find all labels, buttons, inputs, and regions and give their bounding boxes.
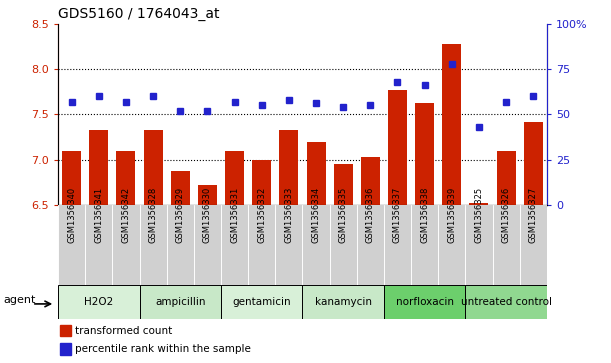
- Bar: [302, 205, 329, 285]
- Bar: [221, 205, 248, 285]
- Text: GSM1356341: GSM1356341: [94, 187, 103, 244]
- Bar: [248, 205, 276, 285]
- Text: gentamicin: gentamicin: [232, 297, 291, 307]
- Bar: [384, 285, 466, 319]
- Bar: [466, 205, 492, 285]
- Bar: [438, 205, 466, 285]
- Bar: [357, 205, 384, 285]
- Bar: [194, 205, 221, 285]
- Text: GSM1356334: GSM1356334: [312, 187, 321, 244]
- Bar: [62, 151, 81, 205]
- Bar: [361, 157, 380, 205]
- Bar: [58, 205, 85, 285]
- Bar: [388, 90, 407, 205]
- Bar: [302, 285, 384, 319]
- Bar: [442, 45, 461, 205]
- Bar: [144, 130, 163, 205]
- Bar: [225, 151, 244, 205]
- Bar: [520, 205, 547, 285]
- Text: H2O2: H2O2: [84, 297, 114, 307]
- Text: untreated control: untreated control: [461, 297, 552, 307]
- Bar: [139, 205, 167, 285]
- Text: GSM1356326: GSM1356326: [502, 187, 511, 244]
- Text: GSM1356339: GSM1356339: [447, 187, 456, 244]
- Text: GSM1356327: GSM1356327: [529, 187, 538, 244]
- Text: GSM1356340: GSM1356340: [67, 187, 76, 244]
- Text: percentile rank within the sample: percentile rank within the sample: [75, 344, 251, 354]
- Text: GSM1356342: GSM1356342: [122, 187, 130, 244]
- Bar: [60, 325, 71, 336]
- Bar: [469, 203, 488, 205]
- Bar: [279, 130, 298, 205]
- Bar: [384, 205, 411, 285]
- Bar: [170, 171, 190, 205]
- Text: GSM1356329: GSM1356329: [176, 187, 185, 244]
- Text: GSM1356330: GSM1356330: [203, 187, 212, 244]
- Bar: [466, 285, 547, 319]
- Text: GSM1356328: GSM1356328: [148, 187, 158, 244]
- Bar: [524, 122, 543, 205]
- Bar: [167, 205, 194, 285]
- Text: GSM1356338: GSM1356338: [420, 187, 429, 244]
- Text: GSM1356336: GSM1356336: [366, 187, 375, 244]
- Text: GSM1356335: GSM1356335: [338, 187, 348, 244]
- Bar: [411, 205, 438, 285]
- Text: GSM1356337: GSM1356337: [393, 187, 402, 244]
- Text: transformed count: transformed count: [75, 326, 172, 336]
- Text: GSM1356332: GSM1356332: [257, 187, 266, 244]
- Text: agent: agent: [3, 295, 35, 306]
- Bar: [89, 130, 108, 205]
- Bar: [221, 285, 302, 319]
- Text: GDS5160 / 1764043_at: GDS5160 / 1764043_at: [58, 7, 219, 21]
- Text: GSM1356331: GSM1356331: [230, 187, 239, 244]
- Text: kanamycin: kanamycin: [315, 297, 371, 307]
- Bar: [58, 285, 139, 319]
- Bar: [329, 205, 357, 285]
- Text: ampicillin: ampicillin: [155, 297, 205, 307]
- Bar: [117, 151, 136, 205]
- Bar: [85, 205, 112, 285]
- Bar: [307, 142, 326, 205]
- Bar: [334, 164, 353, 205]
- Bar: [276, 205, 302, 285]
- Bar: [492, 205, 520, 285]
- Text: GSM1356333: GSM1356333: [284, 187, 293, 244]
- Bar: [112, 205, 139, 285]
- Bar: [139, 285, 221, 319]
- Text: norfloxacin: norfloxacin: [396, 297, 453, 307]
- Bar: [415, 103, 434, 205]
- Bar: [252, 160, 271, 205]
- Bar: [497, 151, 516, 205]
- Bar: [198, 185, 217, 205]
- Text: GSM1356325: GSM1356325: [475, 187, 483, 244]
- Bar: [60, 343, 71, 355]
